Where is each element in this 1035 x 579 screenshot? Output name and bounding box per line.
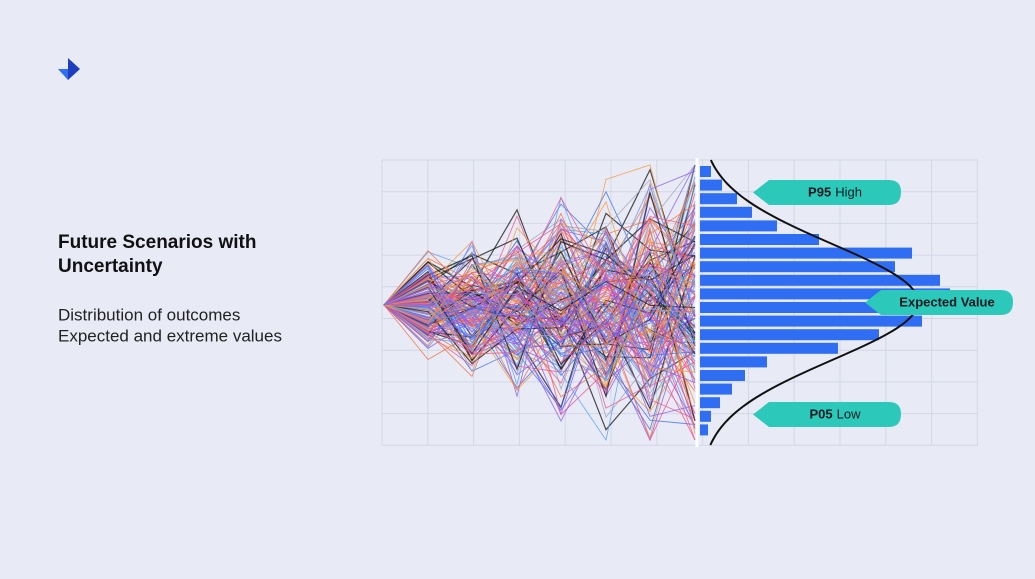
scenario-path [383, 235, 696, 371]
bar [700, 383, 732, 395]
scenario-path [383, 178, 696, 327]
bar [700, 315, 922, 327]
logo [58, 58, 80, 80]
bar [700, 397, 720, 409]
callout-shape [753, 180, 901, 205]
bar [700, 234, 819, 245]
scenario-path [383, 280, 696, 355]
title-line: Future Scenarios with [58, 232, 256, 253]
bar [700, 220, 777, 232]
scenario-path [383, 304, 696, 442]
scenario-path [383, 268, 696, 404]
scenario-path [383, 241, 696, 378]
callout-label: P05 Low [810, 407, 862, 422]
title-line: Uncertainty [58, 256, 163, 277]
scenario-path [383, 226, 696, 352]
scenario-path [383, 196, 696, 429]
callout-label: P95 High [808, 185, 862, 200]
scenario-path [383, 266, 696, 319]
subtitle-line: Expected and extreme values [58, 326, 282, 345]
callout-strong: Expected Value [899, 295, 994, 310]
bar [700, 206, 752, 218]
bar [700, 288, 950, 300]
callout: P05 Low [753, 402, 901, 427]
scenario-path [383, 276, 696, 379]
bar [700, 356, 767, 368]
callout: Expected Value [865, 290, 1013, 315]
bar [700, 261, 895, 273]
bar [700, 329, 879, 341]
scenario-path [383, 240, 696, 404]
bar [700, 247, 912, 259]
scenario-path [383, 164, 696, 343]
bar [700, 179, 722, 191]
bar [700, 424, 708, 436]
scenario-path [383, 260, 696, 322]
scenario-path [383, 276, 696, 346]
scenario-path [383, 195, 696, 387]
scenario-path [383, 264, 696, 334]
callout-text: High [835, 185, 862, 200]
bar [700, 193, 737, 205]
bar [700, 274, 940, 286]
callout-text: Low [837, 407, 861, 422]
callout-label: Expected Value [899, 295, 994, 310]
scenario-fan [383, 158, 699, 447]
histogram [700, 159, 950, 446]
scenario-path [383, 245, 696, 343]
bar [700, 370, 745, 381]
callout-strong: P05 [810, 407, 833, 422]
bar [700, 342, 838, 354]
scenario-path [383, 227, 696, 420]
callout-strong: P95 [808, 185, 831, 200]
subtitle-line: Distribution of outcomes [58, 305, 240, 324]
bar [700, 410, 711, 422]
bar [700, 302, 940, 313]
callout-shape [865, 290, 1013, 315]
scenario-path [383, 276, 696, 422]
callout-shape [753, 402, 901, 427]
scenario-path [383, 225, 696, 435]
scenario-path [383, 259, 696, 373]
callouts: P95 High Expected Value P05 Low [753, 180, 1013, 427]
scenario-path [383, 184, 696, 320]
scenario-path [383, 261, 696, 367]
scenario-path [383, 217, 696, 348]
callout: P95 High [753, 180, 901, 205]
scenario-path [383, 280, 696, 384]
scenario-path [383, 181, 696, 334]
scenario-path [383, 252, 696, 368]
scenario-path [383, 223, 696, 374]
bar [700, 166, 711, 177]
